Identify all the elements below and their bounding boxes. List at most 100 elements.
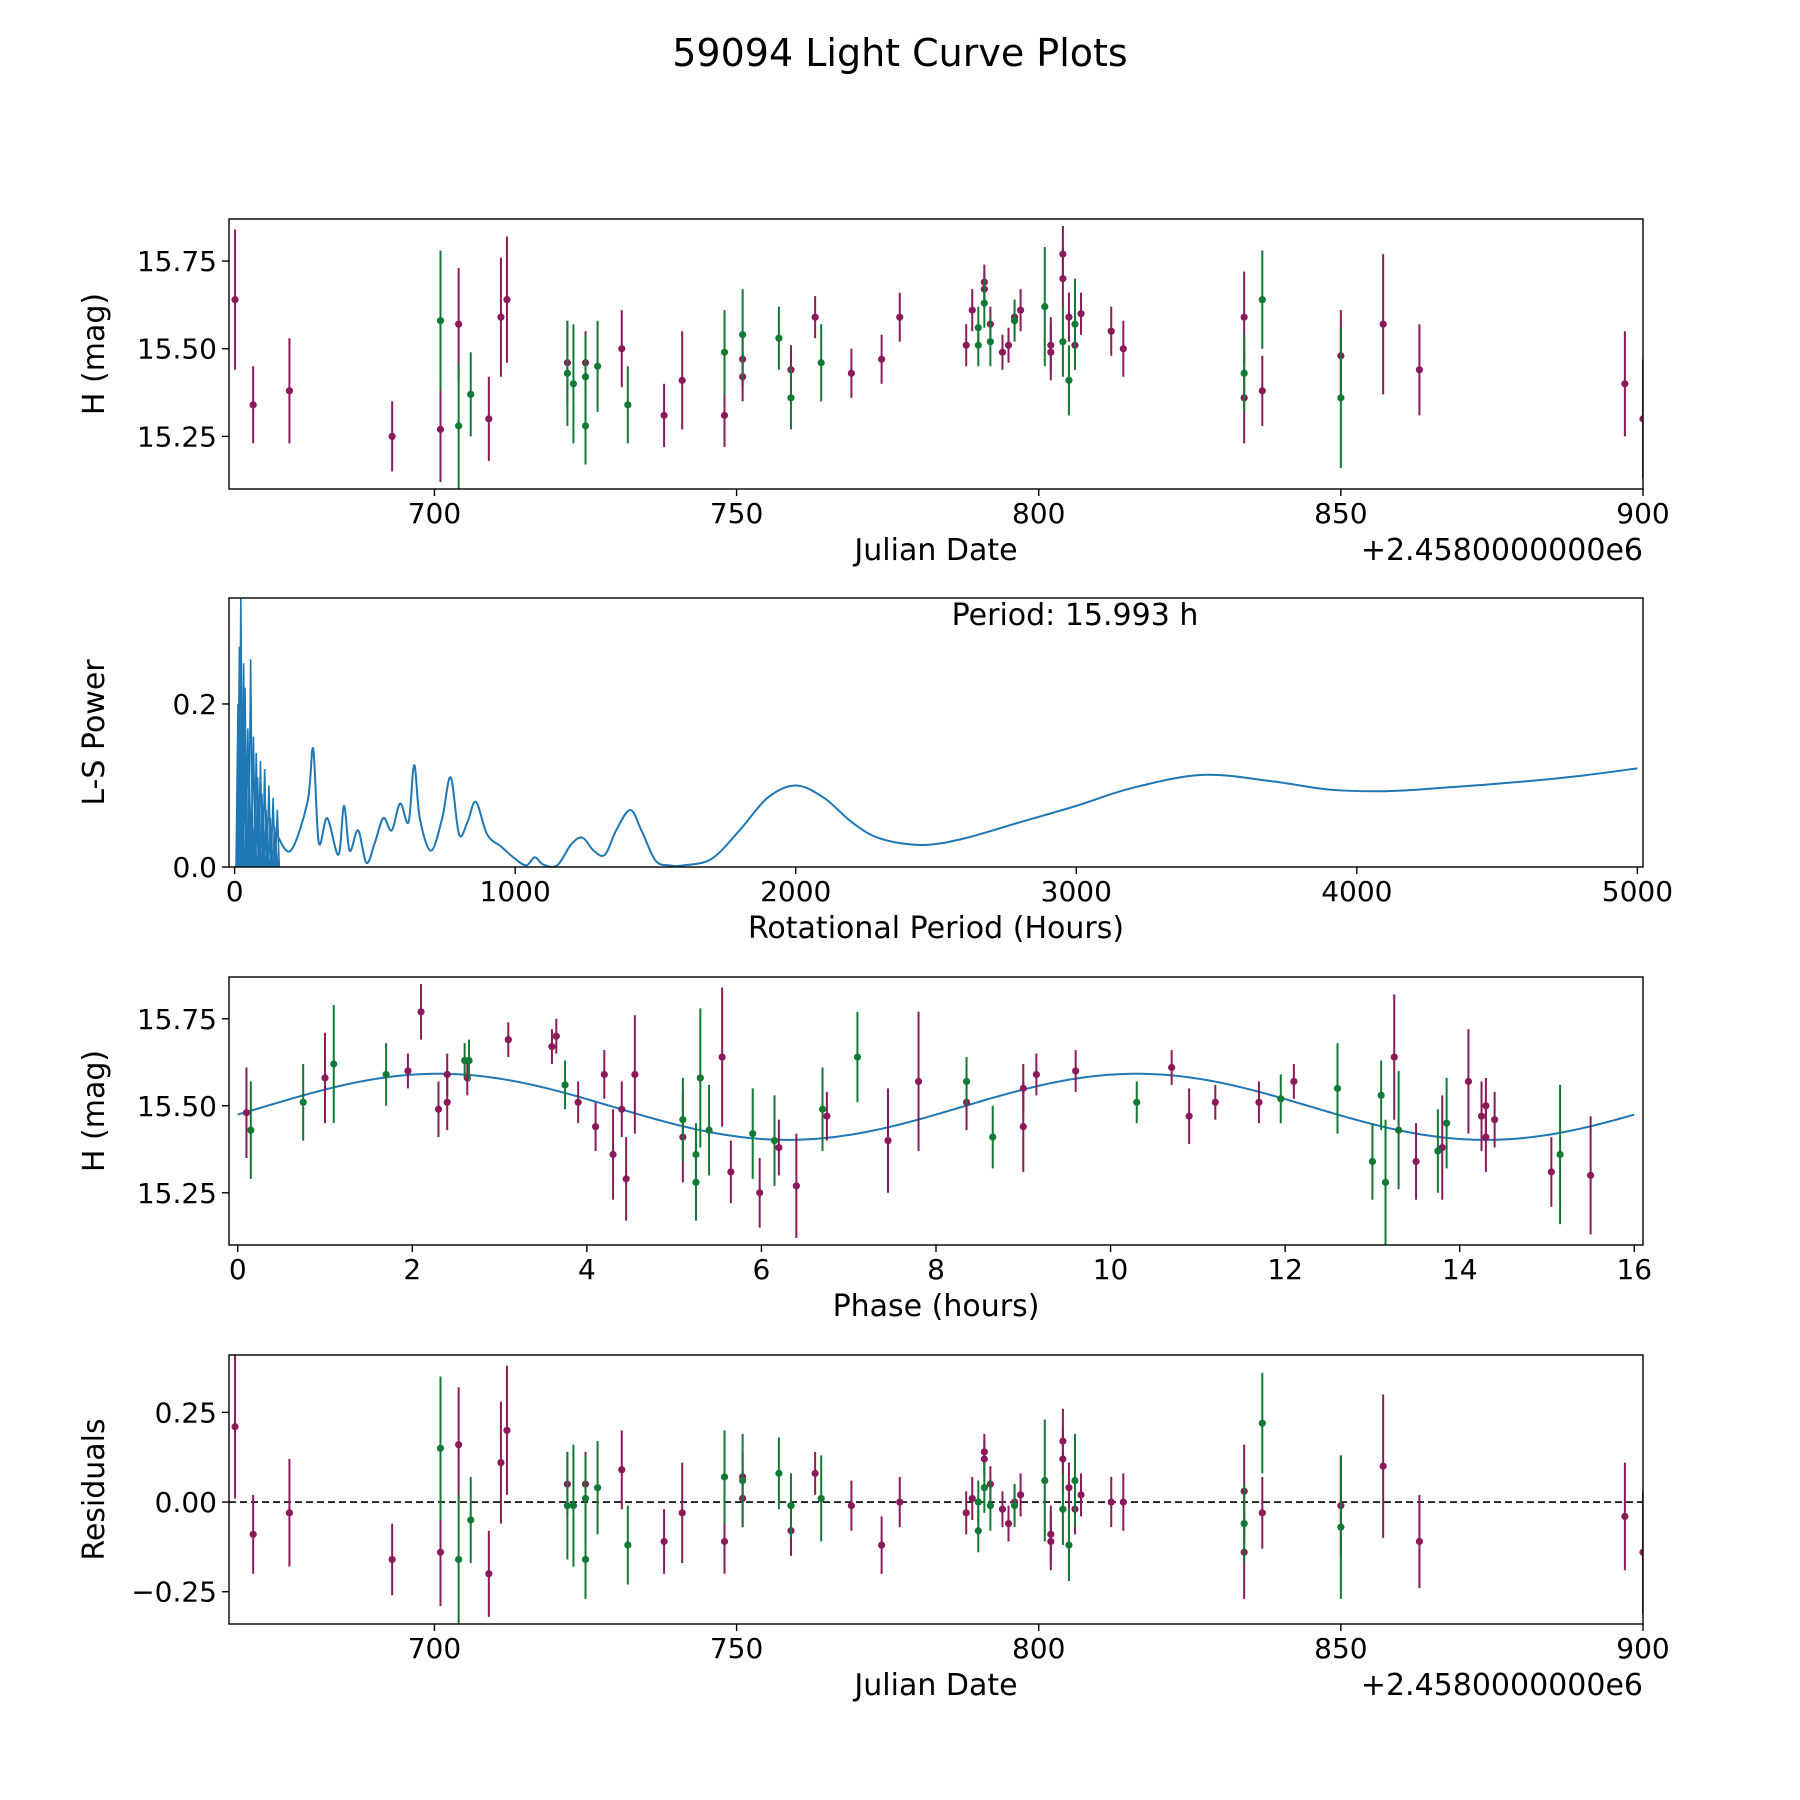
- x-tick-label: 700: [408, 497, 461, 530]
- data-point: [497, 313, 505, 321]
- series-filter-a: [231, 1355, 1643, 1617]
- x-axis-offset-label: +2.4580000000e6: [1361, 533, 1643, 568]
- data-point: [382, 1070, 390, 1079]
- data-point: [817, 359, 825, 367]
- data-point: [321, 1074, 329, 1082]
- series-filter-b: [436, 1372, 1345, 1624]
- data-point: [739, 331, 747, 339]
- data-point: [817, 1494, 825, 1503]
- data-point: [1258, 1419, 1266, 1427]
- data-point: [998, 1505, 1007, 1513]
- data-point: [1119, 1498, 1127, 1506]
- data-point: [1010, 317, 1019, 325]
- data-point: [986, 1502, 994, 1510]
- data-point: [600, 1070, 608, 1079]
- data-point: [811, 313, 819, 321]
- data-point: [1412, 1157, 1420, 1166]
- data-point: [434, 1105, 443, 1113]
- data-point: [249, 1530, 257, 1538]
- y-tick-label: 15.50: [137, 333, 217, 366]
- y-axis-label: H (mag): [77, 293, 112, 415]
- data-point: [1059, 338, 1067, 346]
- x-axis-label: Julian Date: [852, 1668, 1017, 1703]
- data-point: [504, 1036, 512, 1044]
- data-point: [1258, 387, 1266, 395]
- data-point: [1556, 1150, 1564, 1159]
- y-tick-label: 15.25: [137, 1177, 217, 1210]
- data-point: [455, 320, 463, 328]
- data-point: [231, 1423, 239, 1431]
- data-point: [1032, 1070, 1040, 1079]
- data-point: [1240, 369, 1248, 377]
- data-point: [692, 1150, 700, 1159]
- data-point: [1587, 1171, 1595, 1179]
- x-tick-label: 5000: [1602, 875, 1673, 908]
- data-point: [678, 376, 686, 384]
- periodogram-short-period-peaks: [235, 598, 281, 867]
- data-point: [249, 401, 257, 409]
- data-point: [678, 1509, 686, 1517]
- data-point: [485, 1570, 493, 1578]
- x-tick-label: 0: [226, 875, 244, 908]
- data-point: [1065, 376, 1073, 384]
- data-point: [548, 1043, 556, 1051]
- data-point: [770, 1136, 779, 1145]
- y-tick-label: 15.50: [137, 1090, 217, 1123]
- data-point: [974, 1498, 982, 1506]
- data-point: [1415, 366, 1424, 374]
- data-point: [299, 1098, 307, 1106]
- data-point: [285, 387, 294, 395]
- data-point: [896, 313, 904, 321]
- data-point: [720, 348, 729, 356]
- data-point: [1072, 1067, 1080, 1075]
- data-point: [962, 1077, 971, 1086]
- data-point: [622, 1175, 630, 1183]
- data-point: [1482, 1102, 1490, 1110]
- data-point: [720, 1537, 729, 1546]
- data-point: [503, 296, 511, 304]
- data-point: [720, 1473, 729, 1481]
- x-tick-label: 16: [1616, 1253, 1652, 1286]
- data-point: [1016, 306, 1025, 314]
- data-point: [574, 1098, 582, 1106]
- data-point: [330, 1060, 338, 1068]
- data-point: [727, 1168, 735, 1176]
- data-point: [660, 411, 668, 419]
- data-point: [624, 401, 632, 409]
- data-point: [1065, 313, 1073, 321]
- data-point: [914, 1077, 923, 1086]
- axes-frame: [228, 1354, 1644, 1625]
- data-point: [1258, 296, 1266, 304]
- x-tick-label: 0: [229, 1253, 247, 1286]
- data-point: [1415, 1537, 1424, 1546]
- x-tick-label: 800: [1012, 497, 1065, 530]
- data-point: [792, 1182, 800, 1190]
- data-point: [1482, 1133, 1490, 1141]
- data-point: [443, 1098, 451, 1106]
- data-point: [1240, 1519, 1248, 1528]
- lightcurve-panel: 700 750 800 850 900 15.25 15.50 15.75 Julian Dat…: [77, 218, 1670, 568]
- data-point: [718, 1053, 726, 1061]
- data-point: [1065, 1541, 1073, 1549]
- data-point: [705, 1126, 713, 1134]
- data-point: [436, 1548, 445, 1556]
- data-point: [1211, 1098, 1219, 1106]
- data-point: [775, 334, 783, 342]
- data-point: [1547, 1168, 1555, 1176]
- data-point: [388, 432, 396, 441]
- x-tick-label: 6: [753, 1253, 771, 1286]
- data-point: [618, 345, 626, 353]
- data-point: [980, 1448, 988, 1456]
- data-point: [811, 1469, 819, 1477]
- data-point: [436, 317, 445, 325]
- data-point: [455, 422, 463, 430]
- data-point: [1071, 1476, 1079, 1485]
- x-tick-label: 900: [1616, 497, 1669, 530]
- x-axis-offset-label: +2.4580000000e6: [1361, 1668, 1643, 1703]
- data-point: [465, 1056, 473, 1065]
- x-tick-label: 4: [578, 1253, 596, 1286]
- data-point: [1119, 345, 1127, 353]
- data-point: [1059, 275, 1067, 283]
- x-tick-label: 1000: [480, 875, 551, 908]
- x-tick-label: 4000: [1321, 875, 1392, 908]
